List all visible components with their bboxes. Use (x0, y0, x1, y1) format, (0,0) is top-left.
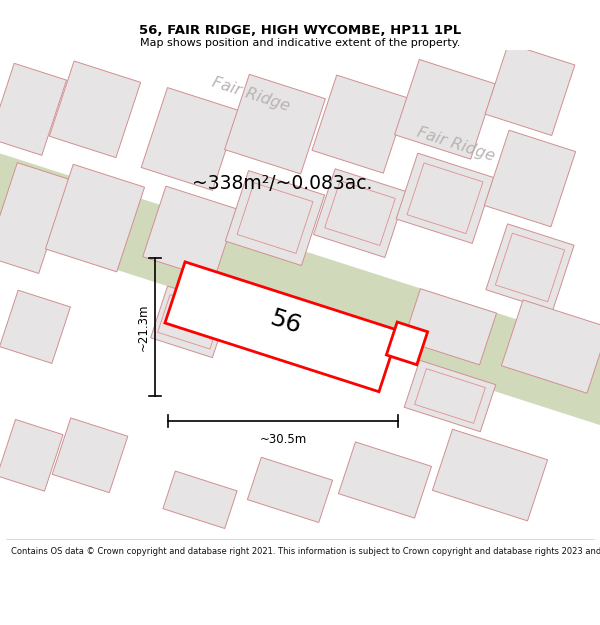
Polygon shape (49, 61, 140, 158)
Polygon shape (312, 75, 408, 173)
Polygon shape (338, 442, 431, 518)
Polygon shape (46, 164, 145, 272)
Text: 56: 56 (266, 306, 304, 338)
Polygon shape (395, 59, 496, 159)
Text: Fair Ridge: Fair Ridge (415, 124, 497, 164)
Polygon shape (486, 224, 574, 311)
Text: ~21.3m: ~21.3m (137, 303, 149, 351)
Polygon shape (502, 300, 600, 393)
Polygon shape (404, 360, 496, 432)
Polygon shape (485, 44, 575, 136)
Polygon shape (247, 458, 332, 522)
Polygon shape (0, 290, 70, 363)
Polygon shape (151, 286, 229, 357)
Text: ~338m²/~0.083ac.: ~338m²/~0.083ac. (192, 174, 372, 193)
Polygon shape (163, 471, 237, 529)
Text: ~30.5m: ~30.5m (259, 433, 307, 446)
Polygon shape (403, 289, 497, 365)
Polygon shape (0, 162, 70, 274)
Text: Map shows position and indicative extent of the property.: Map shows position and indicative extent… (140, 38, 460, 48)
Polygon shape (0, 139, 600, 439)
Text: Fair Ridge: Fair Ridge (210, 75, 292, 114)
Text: Contains OS data © Crown copyright and database right 2021. This information is : Contains OS data © Crown copyright and d… (11, 548, 600, 556)
Polygon shape (396, 153, 494, 243)
Polygon shape (484, 130, 575, 227)
Polygon shape (224, 74, 325, 174)
Text: 56, FAIR RIDGE, HIGH WYCOMBE, HP11 1PL: 56, FAIR RIDGE, HIGH WYCOMBE, HP11 1PL (139, 24, 461, 37)
Polygon shape (0, 419, 63, 491)
Polygon shape (52, 418, 128, 492)
Polygon shape (226, 171, 325, 266)
Polygon shape (314, 169, 406, 258)
Polygon shape (433, 429, 548, 521)
Polygon shape (141, 88, 239, 191)
Polygon shape (165, 262, 399, 392)
Polygon shape (386, 322, 428, 365)
Polygon shape (0, 63, 67, 156)
Polygon shape (143, 186, 237, 279)
